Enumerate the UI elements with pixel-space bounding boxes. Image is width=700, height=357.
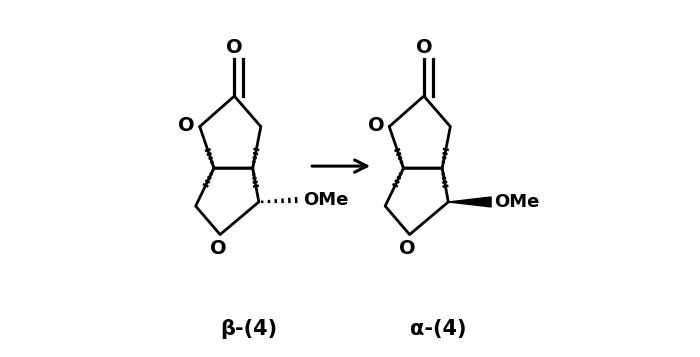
Text: O: O (368, 116, 384, 135)
Text: OMe: OMe (303, 191, 348, 209)
Text: O: O (399, 239, 416, 258)
Text: O: O (210, 239, 226, 258)
Text: O: O (178, 116, 195, 135)
Text: β-(4): β-(4) (220, 319, 277, 339)
Text: α-(4): α-(4) (410, 319, 466, 339)
Text: O: O (226, 39, 243, 57)
Text: OMe: OMe (494, 193, 540, 211)
Polygon shape (448, 197, 491, 207)
Text: O: O (416, 39, 432, 57)
